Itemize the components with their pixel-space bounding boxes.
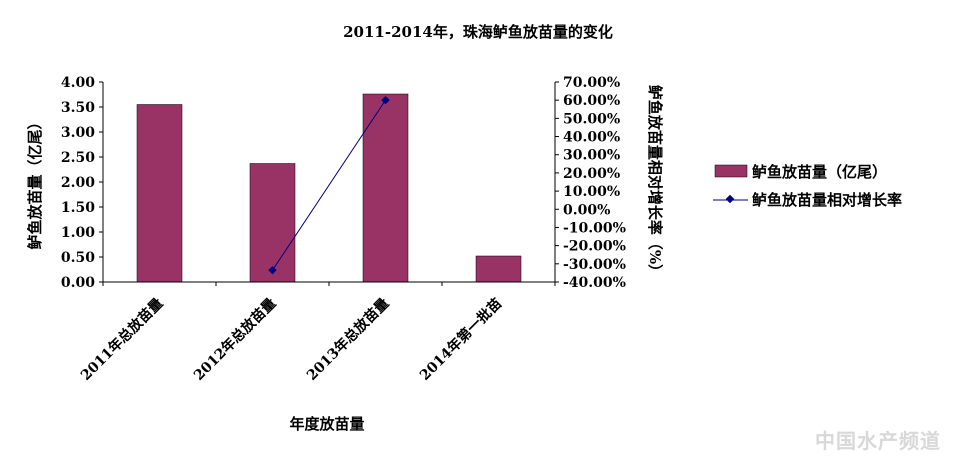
x-tick-label: 2013年总放苗量 [303,295,392,384]
y-right-tick-label: 20.00% [563,166,620,182]
line-point [268,265,277,275]
y-right-tick-label: 70.00% [563,75,620,91]
bar [136,104,183,283]
watermark: 中国水产频道 [815,429,941,453]
x-tick-label: 2012年总放苗量 [190,295,279,384]
y-right-tick-label: -40.00% [563,275,626,291]
y-right-tick-label: -10.00% [563,220,626,236]
growth-line [272,99,386,271]
x-tick-label: 2011年总放苗量 [77,295,166,384]
bar [249,163,296,283]
y-right-tick-label: -20.00% [563,239,626,255]
bar [362,93,409,283]
left-axis: 0.00 0.50 1.00 1.50 2.00 2.50 3.00 3.50 4.00 [61,75,104,291]
line-point [381,95,390,105]
x-axis-categories: 2011年总放苗量 2012年总放苗量 2013年总放苗量 2014年第一批苗 [77,281,556,384]
line-series [268,95,390,275]
y-left-tick-label: 1.00 [61,225,95,241]
bar [475,255,522,283]
legend: 鲈鱼放苗量（亿尾） 鲈鱼放苗量相对增长率 [713,163,902,209]
y-left-axis-label: 鲈鱼放苗量（亿尾） [26,114,44,250]
y-left-tick-label: 3.00 [61,125,95,141]
bar-series [136,93,522,283]
y-left-tick-label: 1.50 [61,200,95,216]
y-left-tick-label: 0.00 [61,275,95,291]
y-right-tick-label: 30.00% [563,148,620,164]
legend-line-marker [725,194,735,204]
legend-bar-label: 鲈鱼放苗量（亿尾） [751,163,887,181]
y-right-tick-label: 50.00% [563,111,620,127]
y-left-tick-label: 2.00 [61,175,95,191]
right-axis: -40.00% -30.00% -20.00% -10.00% 0.00% 10.00% 2… [554,75,626,291]
y-right-tick-label: 60.00% [563,93,620,109]
x-axis-label: 年度放苗量 [289,415,364,433]
legend-line-label: 鲈鱼放苗量相对增长率 [751,191,902,209]
x-tick-label: 2014年第一批苗 [416,295,505,384]
y-left-tick-label: 3.50 [61,100,95,116]
legend-bar-swatch [714,164,748,178]
y-right-tick-label: -30.00% [563,257,626,273]
y-left-tick-label: 2.50 [61,150,95,166]
y-right-tick-label: 10.00% [563,184,620,200]
y-right-tick-label: 40.00% [563,130,620,146]
y-right-axis-label: 鲈鱼放苗量相对增长率（%） [646,84,664,279]
y-right-tick-label: 0.00% [563,202,610,218]
y-left-tick-label: 4.00 [61,75,95,91]
chart-title: 2011-2014年，珠海鲈鱼放苗量的变化 [343,23,613,41]
y-left-tick-label: 0.50 [61,250,95,266]
